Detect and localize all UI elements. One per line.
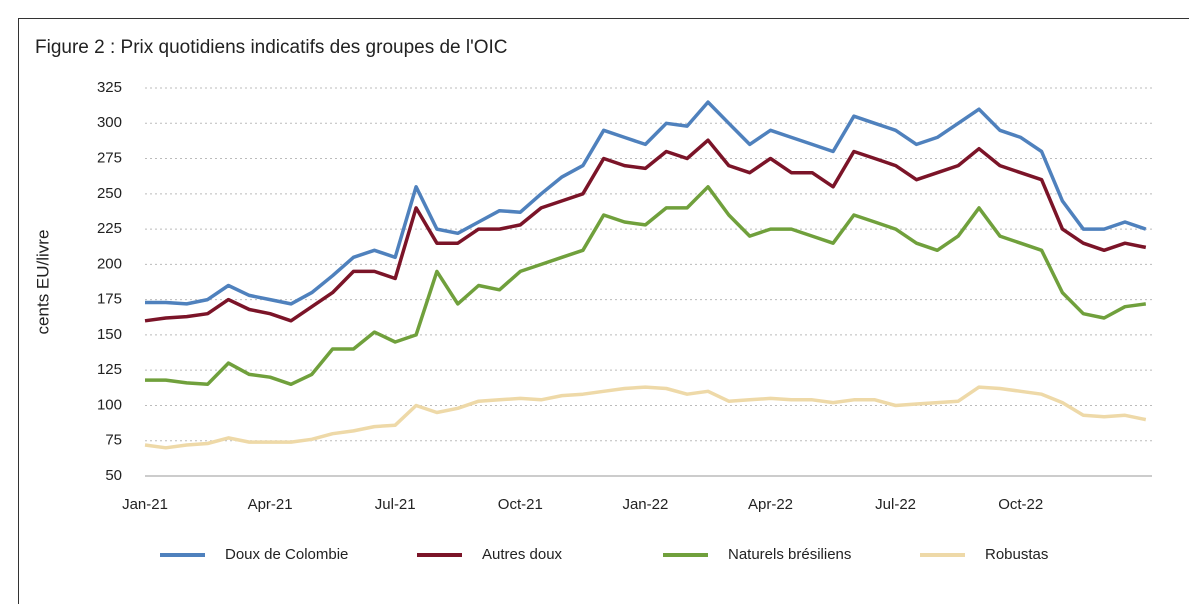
x-tick-label: Jan-22 [622,496,668,513]
legend-label: Autres doux [482,546,563,563]
line-series [145,102,1146,304]
y-axis-label: cents EU/livre [33,230,52,335]
y-tick-label: 150 [97,326,122,343]
line-series [145,187,1146,384]
chart-title: Figure 2 : Prix quotidiens indicatifs de… [35,37,508,58]
y-tick-label: 225 [97,220,122,237]
line-series [145,387,1146,448]
x-tick-label: Oct-21 [498,496,543,513]
y-tick-label: 50 [105,467,122,484]
y-tick-label: 125 [97,361,122,378]
x-tick-label: Jan-21 [122,496,168,513]
y-tick-label: 175 [97,291,122,308]
legend-label: Doux de Colombie [225,546,348,563]
y-tick-label: 100 [97,396,122,413]
y-tick-label: 75 [105,432,122,449]
y-tick-label: 275 [97,150,122,167]
x-tick-label: Apr-22 [748,496,793,513]
legend-label: Robustas [985,546,1048,563]
x-tick-label: Jul-21 [375,496,416,513]
x-tick-label: Jul-22 [875,496,916,513]
y-tick-label: 200 [97,255,122,272]
y-tick-label: 325 [97,79,122,96]
frame [19,19,1189,605]
legend-label: Naturels brésiliens [728,546,851,563]
y-tick-label: 300 [97,114,122,131]
x-tick-label: Oct-22 [998,496,1043,513]
x-tick-label: Apr-21 [248,496,293,513]
y-tick-label: 250 [97,185,122,202]
